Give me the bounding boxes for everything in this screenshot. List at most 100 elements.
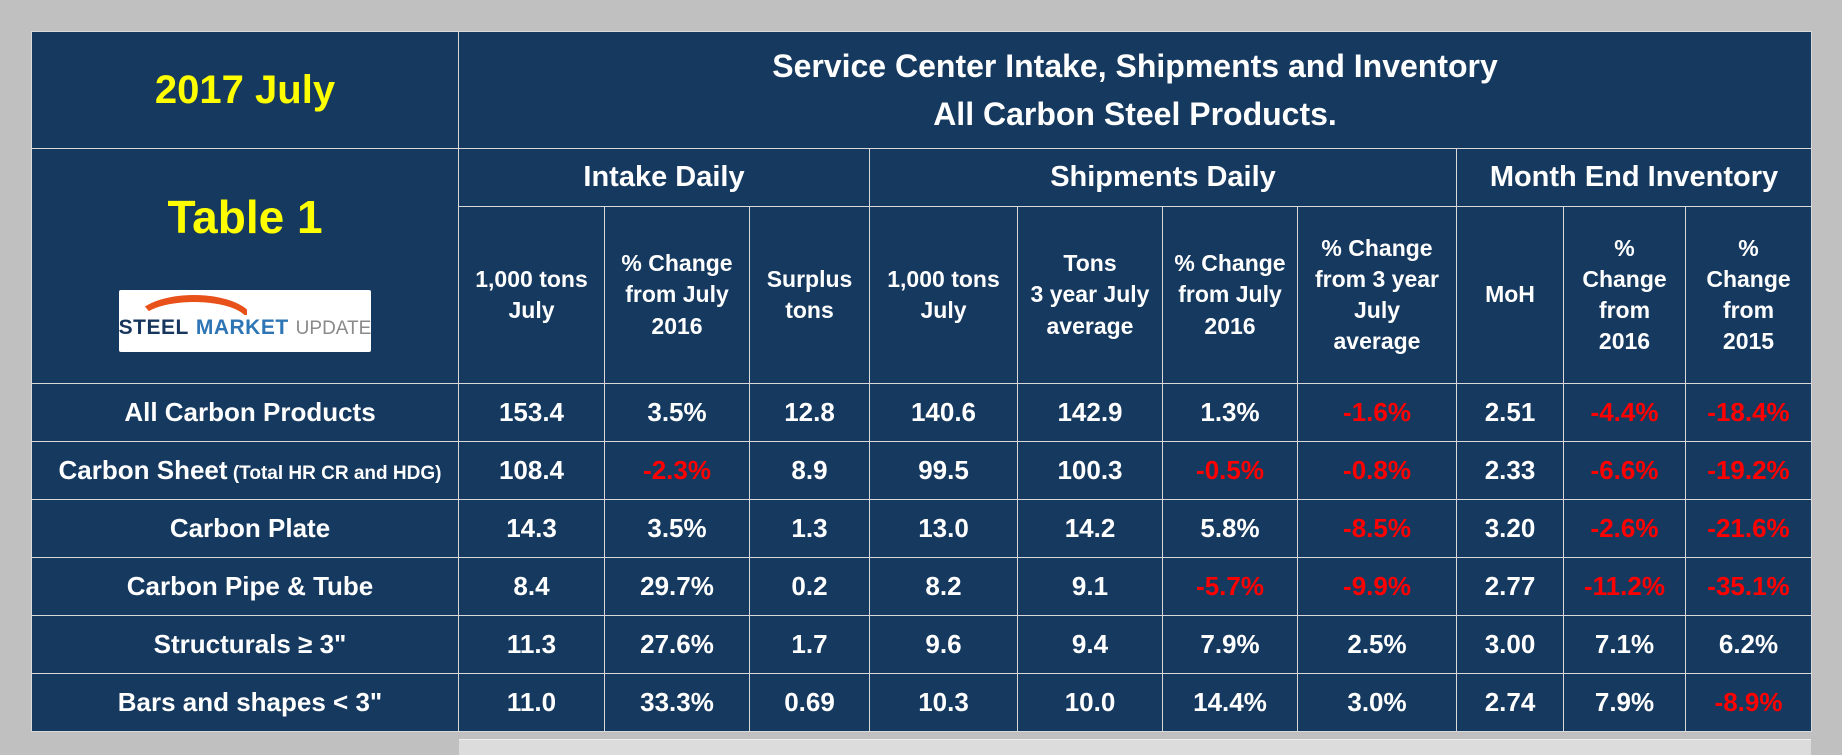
value-cell-0-9: -18.4% [1685, 383, 1812, 442]
row-label-note: (Total HR CR and HDG) [227, 463, 442, 484]
table-title: Service Center Intake, Shipments and Inv… [458, 31, 1812, 149]
value-cell-5-7: 2.74 [1456, 673, 1564, 732]
table-row: Structurals ≥ 3" 11.3 27.6% 1.7 9.6 9.4 7.9% 2.… [31, 615, 1812, 674]
value-cell-4-6: 2.5% [1297, 615, 1457, 674]
row-label: Structurals ≥ 3" [31, 615, 459, 674]
steel-market-update-logo: STEEL MARKET UPDATE [119, 290, 371, 352]
value-cell-5-5: 14.4% [1162, 673, 1298, 732]
value-cell-4-0: 11.3 [458, 615, 605, 674]
group-header-month-end-inventory: Month End Inventory [1456, 148, 1812, 207]
table-row: Bars and shapes < 3" 11.0 33.3% 0.69 10.3 10.… [31, 673, 1812, 732]
value-cell-0-2: 12.8 [749, 383, 870, 442]
row-label: Carbon Pipe & Tube [31, 557, 459, 616]
value-cell-3-2: 0.2 [749, 557, 870, 616]
date-label: 2017 July [31, 31, 459, 149]
value-cell-3-4: 9.1 [1017, 557, 1163, 616]
value-cell-0-1: 3.5% [604, 383, 750, 442]
value-cell-1-0: 108.4 [458, 441, 605, 500]
value-cell-5-4: 10.0 [1017, 673, 1163, 732]
column-header-1: % Change from July 2016 [604, 206, 750, 384]
column-header-2: Surplus tons [749, 206, 870, 384]
value-cell-5-1: 33.3% [604, 673, 750, 732]
value-cell-0-7: 2.51 [1456, 383, 1564, 442]
value-cell-5-9: -8.9% [1685, 673, 1812, 732]
bottom-edge-strip [459, 739, 1811, 755]
column-header-5: % Change from July 2016 [1162, 206, 1298, 384]
group-header-shipments-daily: Shipments Daily [869, 148, 1457, 207]
value-cell-4-8: 7.1% [1563, 615, 1686, 674]
value-cell-3-7: 2.77 [1456, 557, 1564, 616]
table-body: All Carbon Products 153.4 3.5% 12.8 140.6 142… [31, 383, 1812, 732]
column-header-0: 1,000 tons July [458, 206, 605, 384]
value-cell-3-1: 29.7% [604, 557, 750, 616]
value-cell-3-3: 8.2 [869, 557, 1018, 616]
value-cell-3-9: -35.1% [1685, 557, 1812, 616]
row-label: All Carbon Products [31, 383, 459, 442]
value-cell-4-5: 7.9% [1162, 615, 1298, 674]
column-header-7: MoH [1456, 206, 1564, 384]
value-cell-2-5: 5.8% [1162, 499, 1298, 558]
group-header-row: Table 1 STEEL MARKET UPDATE Intake Daily… [31, 148, 1812, 384]
value-cell-0-3: 140.6 [869, 383, 1018, 442]
value-cell-1-7: 2.33 [1456, 441, 1564, 500]
value-cell-1-4: 100.3 [1017, 441, 1163, 500]
column-header-8: % Change from 2016 [1563, 206, 1686, 384]
value-cell-1-6: -0.8% [1297, 441, 1457, 500]
logo-text-update: UPDATE [295, 318, 372, 339]
column-header-row: 1,000 tons July% Change from July 2016 Su… [32, 206, 1812, 384]
value-cell-0-6: -1.6% [1297, 383, 1457, 442]
value-cell-5-0: 11.0 [458, 673, 605, 732]
logo-text-steel: STEEL [118, 316, 189, 339]
table-title-line1: Service Center Intake, Shipments and Inv… [772, 48, 1498, 84]
value-cell-3-6: -9.9% [1297, 557, 1457, 616]
column-header-3: 1,000 tons July [869, 206, 1018, 384]
logo-text-market: MARKET [195, 316, 289, 339]
value-cell-1-8: -6.6% [1563, 441, 1686, 500]
table-number: Table 1 [167, 191, 323, 243]
value-cell-5-2: 0.69 [749, 673, 870, 732]
value-cell-4-2: 1.7 [749, 615, 870, 674]
table-row: All Carbon Products 153.4 3.5% 12.8 140.6 142… [31, 383, 1812, 442]
table-title-line2: All Carbon Steel Products. [933, 96, 1337, 132]
value-cell-2-1: 3.5% [604, 499, 750, 558]
row-label: Carbon Sheet (Total HR CR and HDG) [31, 441, 459, 500]
value-cell-1-3: 99.5 [869, 441, 1018, 500]
table-label-panel: Table 1 STEEL MARKET UPDATE [31, 148, 459, 384]
column-header-4: Tons 3 year July average [1017, 206, 1163, 384]
value-cell-2-9: -21.6% [1685, 499, 1812, 558]
table-row: Carbon Plate 14.3 3.5% 1.3 13.0 14.2 5.8% -8.5%… [31, 499, 1812, 558]
row-label: Bars and shapes < 3" [31, 673, 459, 732]
group-header-intake-daily: Intake Daily [458, 148, 870, 207]
value-cell-4-7: 3.00 [1456, 615, 1564, 674]
value-cell-4-9: 6.2% [1685, 615, 1812, 674]
value-cell-2-2: 1.3 [749, 499, 870, 558]
column-header-9: % Change from 2015 [1685, 206, 1812, 384]
value-cell-0-8: -4.4% [1563, 383, 1686, 442]
value-cell-2-0: 14.3 [458, 499, 605, 558]
value-cell-3-0: 8.4 [458, 557, 605, 616]
value-cell-4-1: 27.6% [604, 615, 750, 674]
value-cell-2-3: 13.0 [869, 499, 1018, 558]
logo-swoosh-icon [135, 295, 253, 321]
value-cell-5-8: 7.9% [1563, 673, 1686, 732]
value-cell-0-4: 142.9 [1017, 383, 1163, 442]
value-cell-0-0: 153.4 [458, 383, 605, 442]
value-cell-3-5: -5.7% [1162, 557, 1298, 616]
table-row: Carbon Sheet (Total HR CR and HDG) 108.4-… [31, 441, 1812, 500]
value-cell-2-6: -8.5% [1297, 499, 1457, 558]
value-cell-4-3: 9.6 [869, 615, 1018, 674]
value-cell-1-5: -0.5% [1162, 441, 1298, 500]
value-cell-4-4: 9.4 [1017, 615, 1163, 674]
value-cell-2-4: 14.2 [1017, 499, 1163, 558]
value-cell-1-1: -2.3% [604, 441, 750, 500]
table-row: Carbon Pipe & Tube 8.4 29.7% 0.2 8.2 9.1 -5.7%… [31, 557, 1812, 616]
value-cell-3-8: -11.2% [1563, 557, 1686, 616]
service-center-table: 2017 July Service Center Intake, Shipmen… [31, 31, 1812, 732]
value-cell-5-3: 10.3 [869, 673, 1018, 732]
value-cell-1-9: -19.2% [1685, 441, 1812, 500]
row-label: Carbon Plate [31, 499, 459, 558]
column-header-6: % Change from 3 year July average [1297, 206, 1457, 384]
title-row: 2017 July Service Center Intake, Shipmen… [31, 31, 1812, 149]
value-cell-1-2: 8.9 [749, 441, 870, 500]
value-cell-2-8: -2.6% [1563, 499, 1686, 558]
